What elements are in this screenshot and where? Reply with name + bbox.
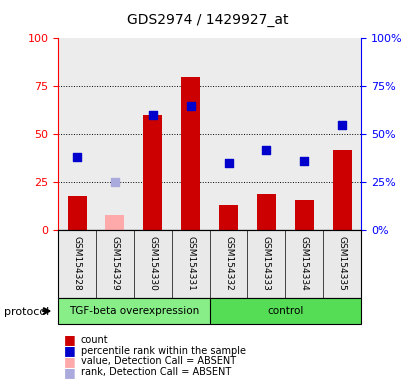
Bar	[172, 38, 210, 230]
Bar	[286, 230, 323, 298]
Text: count: count	[81, 335, 109, 345]
Bar	[58, 230, 96, 298]
Bar	[181, 77, 200, 230]
Bar	[210, 230, 247, 298]
Text: ■: ■	[64, 344, 76, 357]
Text: GSM154333: GSM154333	[262, 236, 271, 291]
Text: control: control	[267, 306, 303, 316]
Bar	[58, 298, 210, 324]
Bar	[323, 230, 361, 298]
Bar	[286, 38, 323, 230]
Bar	[134, 230, 172, 298]
Point	[112, 179, 118, 185]
Bar	[96, 230, 134, 298]
Bar	[210, 38, 247, 230]
Bar	[323, 38, 361, 230]
Point	[339, 122, 345, 128]
Bar	[58, 38, 96, 230]
Point	[74, 154, 81, 161]
Text: GSM154329: GSM154329	[110, 236, 120, 291]
Bar	[219, 205, 238, 230]
Point	[149, 112, 156, 118]
Text: ■: ■	[64, 366, 76, 379]
Text: GSM154331: GSM154331	[186, 236, 195, 291]
Bar	[143, 115, 162, 230]
Bar	[96, 38, 134, 230]
Text: ■: ■	[64, 333, 76, 346]
Bar	[257, 194, 276, 230]
Bar	[68, 196, 86, 230]
Text: GSM154328: GSM154328	[73, 236, 81, 291]
Text: value, Detection Call = ABSENT: value, Detection Call = ABSENT	[81, 356, 236, 366]
Text: protocol: protocol	[4, 307, 49, 317]
Point	[301, 158, 308, 164]
Bar	[172, 230, 210, 298]
Text: GSM154330: GSM154330	[148, 236, 157, 291]
Bar	[210, 298, 361, 324]
Bar	[247, 38, 285, 230]
Bar	[295, 200, 314, 230]
Text: GSM154332: GSM154332	[224, 236, 233, 291]
Text: percentile rank within the sample: percentile rank within the sample	[81, 346, 246, 356]
Text: GSM154334: GSM154334	[300, 236, 309, 291]
Point	[225, 160, 232, 166]
Text: GSM154335: GSM154335	[338, 236, 347, 291]
Point	[187, 103, 194, 109]
Point	[263, 147, 270, 153]
Bar	[247, 230, 285, 298]
Text: TGF-beta overexpression: TGF-beta overexpression	[69, 306, 199, 316]
Bar	[105, 215, 124, 230]
Text: rank, Detection Call = ABSENT: rank, Detection Call = ABSENT	[81, 367, 231, 377]
Text: GDS2974 / 1429927_at: GDS2974 / 1429927_at	[127, 13, 288, 27]
Bar	[333, 150, 352, 230]
Bar	[134, 38, 172, 230]
Text: ■: ■	[64, 355, 76, 368]
